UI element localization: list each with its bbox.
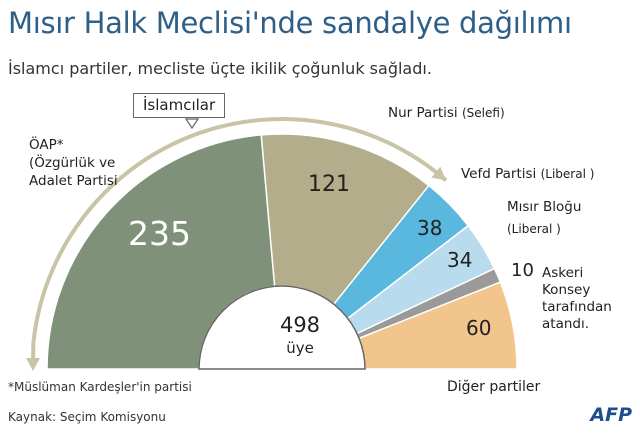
value-label-misir: 34: [447, 248, 473, 272]
category-label-diger: Diğer partiler: [447, 379, 541, 395]
total-seats-value: 498: [279, 313, 321, 337]
islamists-callout: İslamcılar: [133, 93, 226, 118]
page-title: Mısır Halk Meclisi'nde sandalye dağılımı: [8, 6, 572, 40]
nur-label: Nur Partisi: [388, 105, 458, 121]
askeri-label-line-1: Askeri: [542, 265, 584, 281]
category-label-askeri: Askeri Konsey tarafından atandı.: [542, 265, 612, 333]
askeri-label-line-3: tarafından: [542, 299, 612, 315]
oap-label-line-1: ÖAP*: [29, 137, 64, 153]
askeri-label-line-4: atandı.: [542, 316, 590, 332]
nur-sublabel: (Selefi): [461, 106, 505, 120]
value-label-oap: 235: [128, 214, 191, 253]
vefd-label: Vefd Partisi: [461, 166, 537, 182]
footnote: *Müslüman Kardeşler'in partisi: [8, 380, 192, 394]
category-label-nur: Nur Partisi (Selefi): [388, 104, 505, 122]
misir-label: Mısır Bloğu: [507, 199, 582, 215]
category-label-vefd: Vefd Partisi (Liberal ): [461, 165, 594, 183]
islamists-arc: [31, 117, 448, 344]
islamists-arrowhead-right: [431, 166, 447, 181]
askeri-label-line-2: Konsey: [542, 282, 591, 298]
total-seats-unit: üye: [286, 339, 314, 357]
center-hub: [198, 285, 366, 370]
afp-logo: AFP: [590, 404, 632, 426]
source-credit: Kaynak: Seçim Komisyonu: [8, 410, 166, 424]
vefd-sublabel: (Liberal ): [540, 167, 595, 181]
total-seats-label: 498 üye: [260, 312, 340, 358]
value-label-askeri: 10: [511, 260, 534, 281]
value-label-vefd: 38: [417, 216, 443, 240]
category-label-misir: Mısır Bloğu (Liberal ): [507, 198, 581, 238]
page-subtitle: İslamcı partiler, mecliste üçte ikilik ç…: [8, 59, 432, 78]
value-label-nur: 121: [308, 172, 350, 197]
misir-sublabel: (Liberal ): [507, 222, 561, 236]
callout-pointer: [184, 118, 200, 130]
islamists-arrowhead-left: [26, 358, 40, 371]
value-label-diger: 60: [466, 316, 492, 340]
oap-label-line-3: Adalet Partisi: [29, 173, 118, 189]
oap-label-line-2: (Özgürlük ve: [29, 155, 116, 171]
category-label-oap: ÖAP* (Özgürlük ve Adalet Partisi: [29, 136, 118, 190]
